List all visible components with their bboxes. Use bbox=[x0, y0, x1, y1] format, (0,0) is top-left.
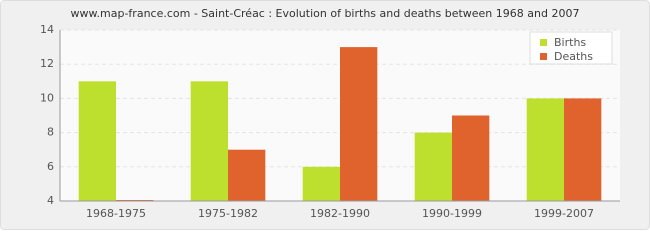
y-tick-label: 12 bbox=[40, 57, 54, 70]
legend-label: Deaths bbox=[554, 50, 593, 63]
x-tick-label: 1990-1999 bbox=[422, 207, 482, 220]
y-tick-label: 14 bbox=[40, 23, 54, 36]
legend-label: Births bbox=[554, 36, 586, 49]
bar bbox=[526, 98, 564, 201]
y-tick-label: 10 bbox=[40, 91, 54, 104]
x-tick-label: 1982-1990 bbox=[310, 207, 370, 220]
legend-swatch bbox=[540, 53, 547, 60]
x-tick-label: 1968-1975 bbox=[86, 207, 146, 220]
legend-swatch bbox=[540, 39, 547, 46]
bar bbox=[228, 149, 266, 201]
bar bbox=[452, 115, 490, 201]
x-tick-label: 1975-1982 bbox=[198, 207, 258, 220]
bar bbox=[414, 132, 452, 201]
x-tick-label: 1999-2007 bbox=[534, 207, 594, 220]
bar bbox=[340, 47, 378, 201]
bar bbox=[78, 81, 116, 201]
chart-title: www.map-france.com - Saint-Créac : Evolu… bbox=[71, 7, 580, 20]
y-tick-label: 6 bbox=[47, 160, 54, 173]
y-tick-label: 8 bbox=[47, 126, 54, 139]
chart: www.map-france.com - Saint-Créac : Evolu… bbox=[0, 0, 650, 230]
y-tick-label: 4 bbox=[47, 194, 54, 207]
bar bbox=[564, 98, 602, 201]
bar bbox=[190, 81, 228, 201]
page: {"chart_data": {"type": "bar", "title": … bbox=[0, 0, 650, 230]
bar bbox=[302, 166, 340, 201]
